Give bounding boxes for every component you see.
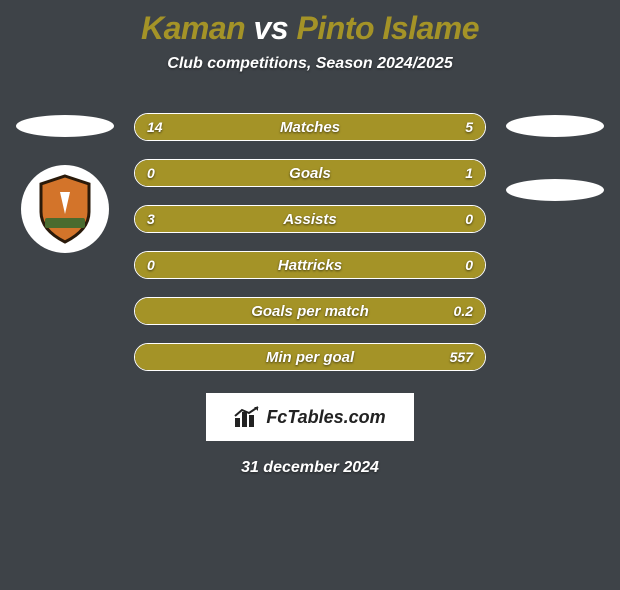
vs-text: vs xyxy=(245,10,296,46)
left-player-column xyxy=(10,113,120,253)
stat-bars: 145Matches 01Goals 30Assists 00Hattricks 0.2… xyxy=(134,113,486,371)
page-title: Kaman vs Pinto Islame xyxy=(0,10,620,47)
stat-row: 01Goals xyxy=(134,159,486,187)
stat-label: Min per goal xyxy=(135,344,485,370)
player1-club-badge xyxy=(21,165,109,253)
shield-icon xyxy=(35,174,95,244)
stat-label: Matches xyxy=(135,114,485,140)
stat-label: Goals per match xyxy=(135,298,485,324)
stat-row: 557Min per goal xyxy=(134,343,486,371)
stat-label: Goals xyxy=(135,160,485,186)
player1-name: Kaman xyxy=(141,10,245,46)
stat-label: Hattricks xyxy=(135,252,485,278)
footer-brand-box: FcTables.com xyxy=(206,393,414,441)
player1-photo-placeholder xyxy=(16,115,114,137)
comparison-area: 145Matches 01Goals 30Assists 00Hattricks 0.2… xyxy=(0,113,620,371)
stat-row: 00Hattricks xyxy=(134,251,486,279)
bars-icon xyxy=(234,406,260,428)
player2-name: Pinto Islame xyxy=(297,10,480,46)
subtitle: Club competitions, Season 2024/2025 xyxy=(0,55,620,73)
stat-row: 30Assists xyxy=(134,205,486,233)
stat-label: Assists xyxy=(135,206,485,232)
stat-row: 0.2Goals per match xyxy=(134,297,486,325)
right-player-column xyxy=(500,113,610,201)
stat-row: 145Matches xyxy=(134,113,486,141)
player2-club-placeholder xyxy=(506,179,604,201)
footer-brand-text: FcTables.com xyxy=(266,407,385,428)
player2-photo-placeholder xyxy=(506,115,604,137)
footer-date: 31 december 2024 xyxy=(0,459,620,477)
